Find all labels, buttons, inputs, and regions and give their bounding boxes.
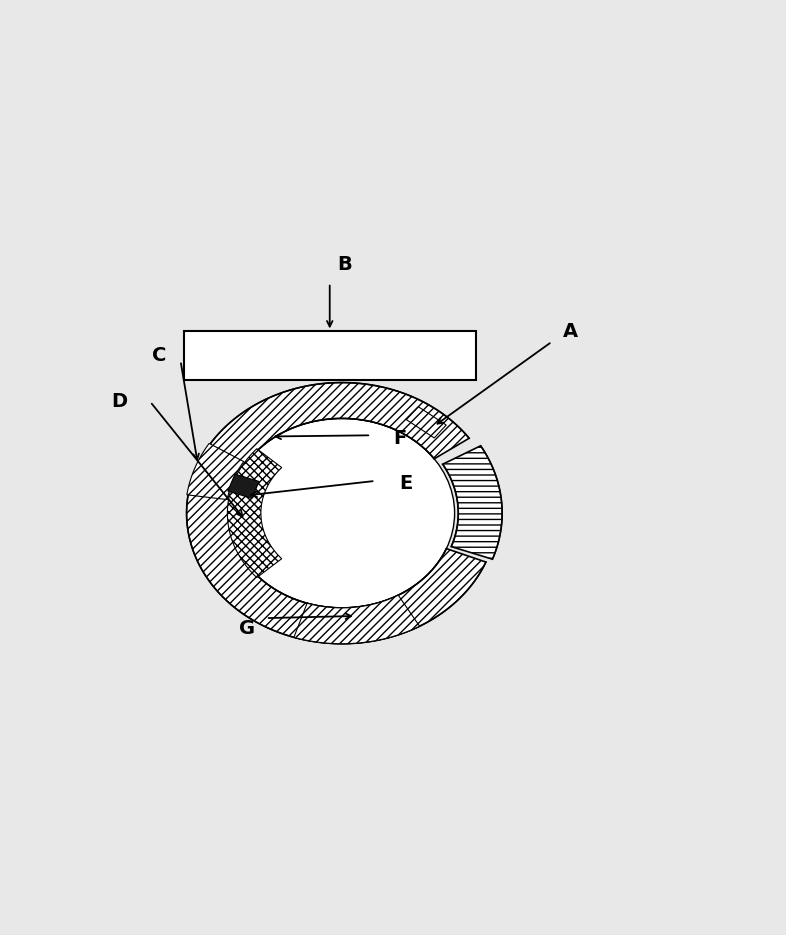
Text: G: G — [240, 619, 255, 638]
Text: A: A — [563, 322, 578, 341]
Polygon shape — [294, 596, 420, 643]
Text: B: B — [337, 255, 352, 274]
Polygon shape — [187, 443, 244, 499]
Text: D: D — [112, 392, 127, 411]
Bar — [184, 331, 476, 380]
Text: E: E — [399, 474, 413, 493]
Text: F: F — [393, 429, 406, 449]
Circle shape — [230, 418, 454, 608]
Polygon shape — [186, 382, 486, 643]
Text: C: C — [152, 346, 167, 365]
Polygon shape — [406, 407, 446, 438]
Polygon shape — [443, 446, 502, 559]
Polygon shape — [227, 449, 281, 578]
Polygon shape — [228, 474, 259, 498]
